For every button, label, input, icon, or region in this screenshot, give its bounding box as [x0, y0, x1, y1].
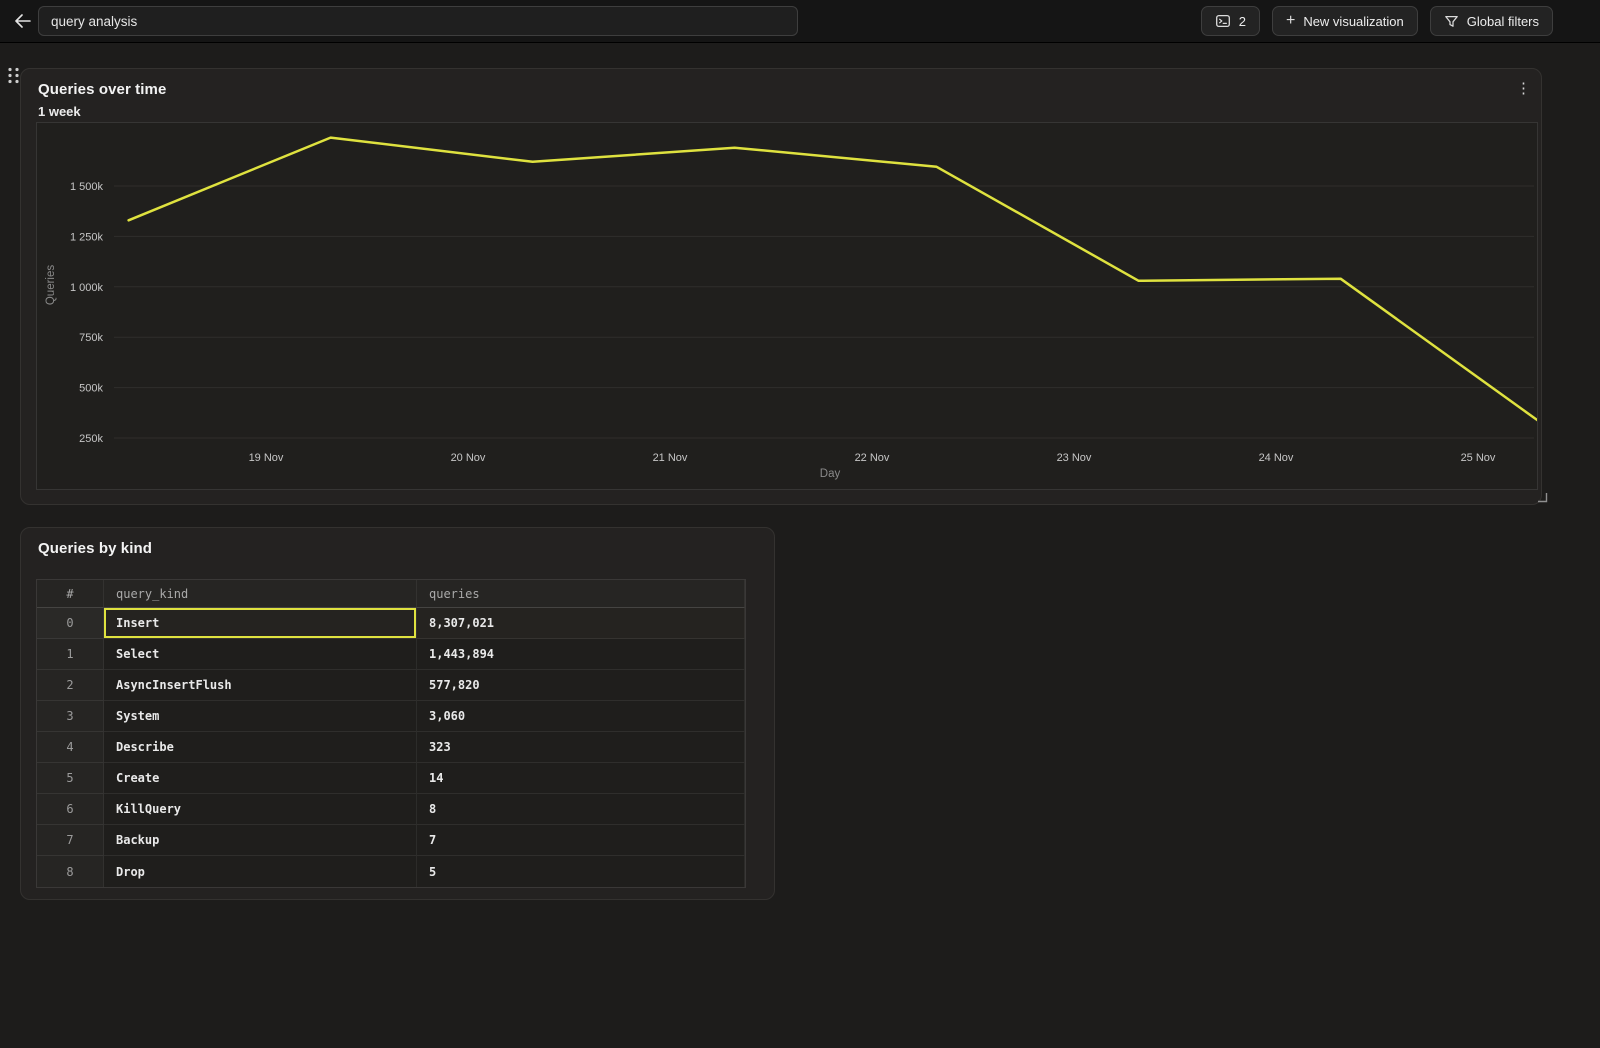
- queries-cell[interactable]: 8: [417, 794, 745, 825]
- query-kind-cell[interactable]: System: [104, 701, 417, 732]
- query-kind-cell[interactable]: Drop: [104, 856, 417, 887]
- row-index-cell: 6: [37, 794, 104, 825]
- queries-cell[interactable]: 1,443,894: [417, 639, 745, 670]
- svg-text:1 500k: 1 500k: [70, 181, 104, 193]
- svg-text:23 Nov: 23 Nov: [1057, 452, 1092, 464]
- row-index-cell: 7: [37, 825, 104, 856]
- new-visualization-button[interactable]: + New visualization: [1271, 6, 1418, 36]
- table-row: 6 KillQuery 8: [37, 794, 745, 825]
- query-kind-cell[interactable]: Select: [104, 639, 417, 670]
- query-kind-cell[interactable]: Describe: [104, 732, 417, 763]
- table-row: 1 Select 1,443,894: [37, 639, 745, 670]
- console-count-button[interactable]: 2: [1200, 6, 1260, 36]
- svg-text:25 Nov: 25 Nov: [1461, 452, 1496, 464]
- topbar-actions: 2 + New visualization Global filters: [1200, 6, 1553, 36]
- back-button[interactable]: [10, 9, 34, 33]
- svg-text:22 Nov: 22 Nov: [855, 452, 890, 464]
- table-row: 7 Backup 7: [37, 825, 745, 856]
- svg-text:20 Nov: 20 Nov: [451, 452, 486, 464]
- row-index-cell: 4: [37, 732, 104, 763]
- back-arrow-icon: [14, 14, 31, 28]
- svg-text:750k: 750k: [79, 332, 103, 344]
- chart-card: Queries over time 1 week ⋮ 1 500k 1 250k 1…: [20, 68, 1542, 505]
- queries-chart-svg: 1 500k 1 250k 1 000k 750k 500k 250k 19 Nov 20 N…: [45, 136, 1537, 480]
- query-kind-cell[interactable]: Backup: [104, 825, 417, 856]
- svg-text:500k: 500k: [79, 383, 103, 395]
- new-visualization-label: New visualization: [1303, 13, 1404, 29]
- svg-text:Queries: Queries: [45, 265, 57, 306]
- kebab-menu-button[interactable]: ⋮: [1512, 77, 1535, 100]
- resize-handle-icon[interactable]: [1537, 490, 1548, 508]
- table-row: 5 Create 14: [37, 763, 745, 794]
- table-row: 2 AsyncInsertFlush 577,820: [37, 670, 745, 701]
- chart-title: Queries over time: [38, 81, 167, 98]
- queries-cell[interactable]: 323: [417, 732, 745, 763]
- queries-cell[interactable]: 14: [417, 763, 745, 794]
- table-row: 8 Drop 5: [37, 856, 745, 887]
- svg-text:19 Nov: 19 Nov: [249, 452, 284, 464]
- queries-cell[interactable]: 7: [417, 825, 745, 856]
- row-index-cell: 8: [37, 856, 104, 887]
- queries-cell[interactable]: 5: [417, 856, 745, 887]
- row-index-cell: 5: [37, 763, 104, 794]
- table-row: 4 Describe 323: [37, 732, 745, 763]
- table-title: Queries by kind: [38, 540, 153, 557]
- queries-table: # query_kind queries 0 Insert 8,307,021 1 Se…: [36, 579, 746, 888]
- row-index-cell: 0: [37, 608, 104, 639]
- plus-icon: +: [1285, 11, 1296, 29]
- header-index[interactable]: #: [37, 580, 104, 608]
- svg-text:21 Nov: 21 Nov: [653, 452, 688, 464]
- header-queries[interactable]: queries: [417, 580, 745, 608]
- query-kind-cell[interactable]: KillQuery: [104, 794, 417, 825]
- row-index-cell: 3: [37, 701, 104, 732]
- queries-cell[interactable]: 8,307,021: [417, 608, 745, 639]
- console-icon: [1215, 14, 1230, 28]
- global-filters-button[interactable]: Global filters: [1429, 6, 1553, 36]
- header-query-kind[interactable]: query_kind: [104, 580, 417, 608]
- table-body: 0 Insert 8,307,021 1 Select 1,443,894 2 AsyncIn…: [37, 608, 745, 887]
- svg-text:24 Nov: 24 Nov: [1259, 452, 1294, 464]
- svg-text:1 000k: 1 000k: [70, 282, 104, 294]
- table-card: Queries by kind # query_kind queries 0 In…: [20, 527, 775, 900]
- topbar: 2 + New visualization Global filters: [0, 0, 1600, 43]
- svg-text:1 250k: 1 250k: [70, 231, 104, 243]
- drag-handle-icon[interactable]: [6, 66, 21, 90]
- table-header-row: # query_kind queries: [37, 580, 745, 608]
- table-row: 3 System 3,060: [37, 701, 745, 732]
- svg-text:Day: Day: [820, 468, 841, 480]
- query-kind-cell[interactable]: Insert: [104, 608, 417, 639]
- dashboard-title-input[interactable]: [38, 6, 798, 36]
- table-row: 0 Insert 8,307,021: [37, 608, 745, 639]
- global-filters-label: Global filters: [1466, 13, 1539, 29]
- svg-text:250k: 250k: [79, 433, 103, 445]
- queries-cell[interactable]: 577,820: [417, 670, 745, 701]
- row-index-cell: 1: [37, 639, 104, 670]
- funnel-icon: [1444, 15, 1458, 27]
- query-kind-cell[interactable]: Create: [104, 763, 417, 794]
- console-count-label: 2: [1238, 13, 1246, 29]
- queries-cell[interactable]: 3,060: [417, 701, 745, 732]
- plot-area[interactable]: 1 500k 1 250k 1 000k 750k 500k 250k 19 Nov 20 N…: [36, 122, 1538, 490]
- chart-subtitle: 1 week: [38, 104, 81, 119]
- row-index-cell: 2: [37, 670, 104, 701]
- query-kind-cell[interactable]: AsyncInsertFlush: [104, 670, 417, 701]
